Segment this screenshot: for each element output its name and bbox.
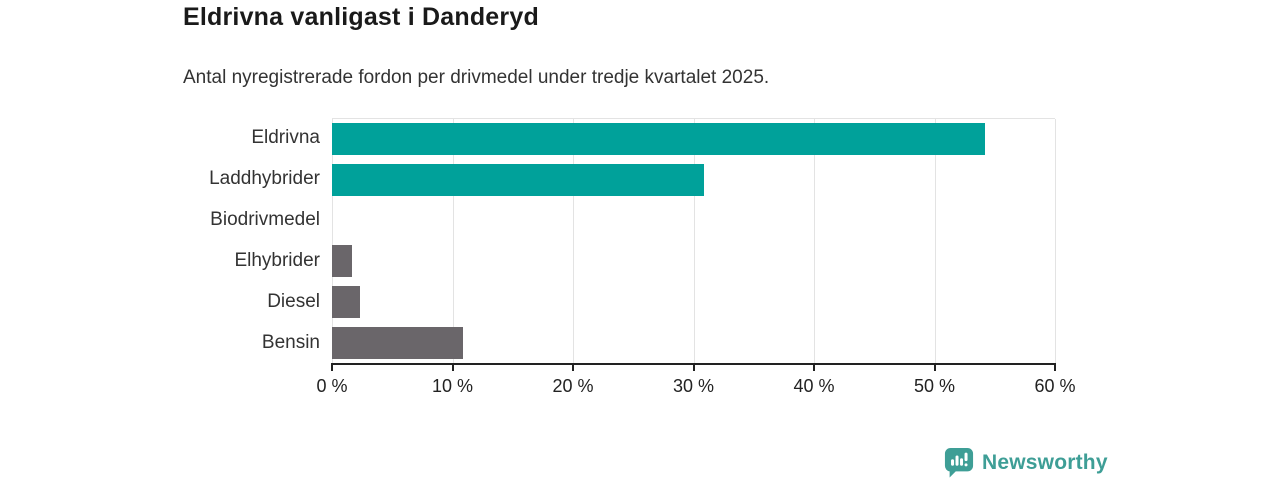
bar-row-biodrivmedel	[332, 200, 1055, 241]
category-label-biodrivmedel: Biodrivmedel	[210, 209, 320, 231]
bar-row-diesel	[332, 282, 1055, 323]
category-label-diesel: Diesel	[267, 290, 320, 312]
bar-eldrivna	[332, 123, 986, 156]
x-tick-40	[813, 363, 815, 371]
gridline-10	[452, 119, 454, 363]
bar-row-elhybrider	[332, 241, 1055, 282]
gridline-30	[693, 119, 695, 363]
newsworthy-brand-label: Newsworthy	[982, 450, 1108, 474]
gridline-40	[814, 119, 815, 363]
y-axis-category-labels: Eldrivna Laddhybrider Biodrivmedel Elhybrid…	[150, 118, 320, 363]
gridline-0	[332, 119, 333, 363]
chart-title: Eldrivna vanligast i Danderyd	[183, 3, 539, 31]
gridline-50	[934, 119, 936, 363]
x-tick-label-20: 20 %	[552, 376, 594, 396]
category-label-eldrivna: Eldrivna	[251, 127, 320, 149]
chart-subtitle: Antal nyregistrerade fordon per drivmede…	[183, 67, 770, 88]
x-tick-label-60: 60 %	[1034, 376, 1076, 396]
gridline-20	[573, 119, 574, 363]
gridline-60	[1055, 119, 1056, 363]
plot-area	[332, 118, 1056, 363]
bar-row-bensin	[332, 322, 1055, 363]
x-tick-60	[1054, 363, 1056, 371]
x-axis: 0 % 10 % 20 % 30 % 40 % 50 % 60 %	[316, 363, 1076, 403]
bar-laddhybrider	[332, 163, 705, 196]
x-tick-10	[451, 363, 454, 371]
category-label-laddhybrider: Laddhybrider	[209, 168, 320, 190]
newsworthy-logo-icon	[944, 447, 974, 478]
x-tick-label-30: 30 %	[672, 376, 715, 396]
x-tick-label-50: 50 %	[913, 376, 956, 396]
bar-bensin	[332, 326, 464, 359]
bar-diesel	[332, 285, 360, 318]
x-tick-50	[933, 363, 936, 371]
x-tick-0	[331, 363, 333, 371]
bar-row-eldrivna	[332, 119, 1055, 160]
bar-elhybrider	[332, 245, 353, 278]
x-tick-label-10: 10 %	[431, 376, 474, 396]
x-tick-30	[692, 363, 695, 371]
newsworthy-brand-link[interactable]: Newsworthy	[944, 447, 1108, 478]
bar-row-laddhybrider	[332, 160, 1055, 201]
x-tick-label-0: 0 %	[316, 376, 348, 396]
category-label-elhybrider: Elhybrider	[234, 249, 320, 271]
x-tick-20	[572, 363, 574, 371]
category-label-bensin: Bensin	[261, 331, 320, 353]
bar-rows	[332, 119, 1055, 363]
x-tick-label-40: 40 %	[793, 376, 835, 396]
